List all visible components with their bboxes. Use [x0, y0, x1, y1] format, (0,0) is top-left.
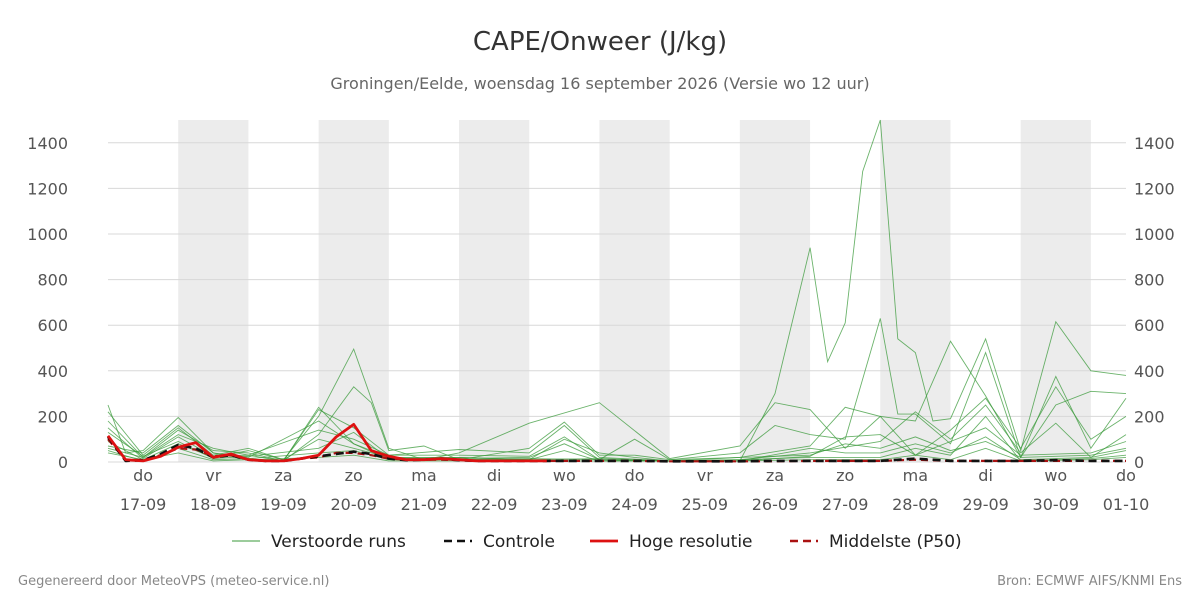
day-band	[178, 120, 249, 462]
footer-left: Gegenereerd door MeteoVPS (meteo-service…	[18, 574, 329, 589]
day-band	[880, 120, 951, 462]
y-tick-label: 800	[1134, 271, 1165, 290]
x-tick-day: za	[274, 466, 292, 485]
y-tick-label: 400	[1134, 362, 1165, 381]
x-tick-date: 18-09	[190, 495, 237, 514]
y-tick-label: 400	[37, 362, 68, 381]
footer-right: Bron: ECMWF AIFS/KNMI Ens	[997, 574, 1182, 589]
x-tick-date: 28-09	[892, 495, 939, 514]
weekend-bands	[178, 120, 1091, 462]
x-tick-day: za	[766, 466, 784, 485]
x-tick-date: 20-09	[330, 495, 377, 514]
x-axis: do 17-09 vr 18-09 za 19-09 zo 20-09 ma 21-09 di 22-…	[120, 466, 1149, 514]
x-tick-day: ma	[903, 466, 928, 485]
day-band	[739, 120, 811, 462]
x-tick-date: 23-09	[541, 495, 588, 514]
chart-title: CAPE/Onweer (J/kg)	[473, 27, 727, 57]
x-tick-day: di	[487, 466, 502, 485]
main-lines	[106, 422, 1126, 463]
y-tick-label: 200	[37, 407, 68, 426]
x-tick-day: di	[978, 466, 993, 485]
x-tick-date: 25-09	[682, 495, 729, 514]
x-tick-date: 01-10	[1103, 495, 1150, 514]
legend-label: Hoge resolutie	[629, 532, 753, 552]
grid-lines	[108, 142, 1126, 463]
x-tick-date: 29-09	[962, 495, 1009, 514]
x-tick-date: 19-09	[260, 495, 307, 514]
day-band	[599, 120, 670, 462]
x-tick-date: 21-09	[401, 495, 448, 514]
y-tick-label: 1200	[27, 179, 68, 198]
ensemble-run-line	[107, 340, 1127, 461]
x-tick-date: 26-09	[752, 495, 799, 514]
x-tick-day: zo	[345, 466, 363, 485]
y-axis-right: 0 200 400 600 800 1000 1200 1400	[1134, 134, 1175, 472]
y-tick-label: 1200	[1134, 179, 1175, 198]
legend-label: Middelste (P50)	[829, 532, 962, 552]
x-tick-date: 27-09	[822, 495, 869, 514]
hoge-resolutie-line	[106, 422, 547, 463]
x-tick-day: do	[1116, 466, 1136, 485]
legend: Verstoorde runs Controle Hoge resolutie Mid…	[232, 532, 962, 552]
day-band	[318, 120, 389, 462]
x-tick-day: wo	[553, 466, 576, 485]
y-tick-label: 1000	[1134, 225, 1175, 244]
legend-label: Controle	[483, 532, 555, 552]
y-tick-label: 600	[37, 316, 68, 335]
y-axis-left: 0 200 400 600 800 1000 1200 1400	[27, 134, 68, 472]
chart-subtitle: Groningen/Eelde, woensdag 16 september 2…	[330, 74, 869, 93]
ensemble-run-line	[107, 415, 1127, 462]
y-tick-label: 1400	[27, 134, 68, 153]
ensemble-run-line	[107, 404, 1127, 462]
x-tick-date: 17-09	[120, 495, 167, 514]
x-tick-day: do	[133, 466, 153, 485]
x-tick-day: do	[625, 466, 645, 485]
y-tick-label: 1000	[27, 225, 68, 244]
x-tick-day: vr	[697, 466, 713, 485]
x-tick-day: wo	[1044, 466, 1067, 485]
y-tick-label: 600	[1134, 316, 1165, 335]
day-band	[459, 120, 530, 462]
x-tick-day: vr	[205, 466, 221, 485]
y-tick-label: 200	[1134, 407, 1165, 426]
x-tick-date: 24-09	[611, 495, 658, 514]
y-tick-label: 800	[37, 271, 68, 290]
y-tick-label: 1400	[1134, 134, 1175, 153]
y-tick-label: 0	[58, 453, 68, 472]
legend-label: Verstoorde runs	[271, 532, 406, 552]
y-tick-label: 0	[1134, 453, 1144, 472]
x-tick-day: zo	[836, 466, 854, 485]
x-tick-date: 30-09	[1033, 495, 1080, 514]
x-tick-date: 22-09	[471, 495, 518, 514]
x-tick-day: ma	[411, 466, 436, 485]
